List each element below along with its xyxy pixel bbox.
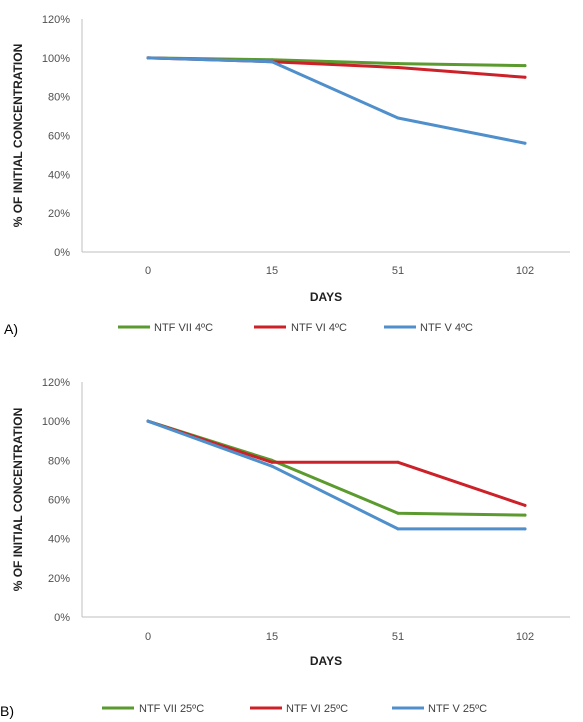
chart-a-x-tick-label: 0 xyxy=(145,265,151,277)
chart-b-legend-label-2: NTF VI 25ºC xyxy=(286,703,348,715)
chart-b-x-axis-title: DAYS xyxy=(310,654,342,668)
chart-a-series-3-point xyxy=(270,60,274,64)
chart-a-series-2-point xyxy=(396,66,400,70)
chart-b-series-3-point xyxy=(523,527,527,531)
chart-a-x-tick-label: 15 xyxy=(266,265,278,277)
chart-b-series-1-point xyxy=(396,511,400,515)
chart-b-series-line-1 xyxy=(146,419,527,517)
chart-a-x-tick-label: 51 xyxy=(392,265,404,277)
chart-a-y-tick-label: 60% xyxy=(48,131,70,143)
chart-b-series-2-point xyxy=(523,503,527,507)
chart-b-panel-label: B) xyxy=(0,703,14,719)
chart-b-series-3-point xyxy=(396,527,400,531)
chart-b-series-3-point xyxy=(270,464,274,468)
chart-b-series-2-point xyxy=(270,460,274,464)
chart-a-series-3-point xyxy=(146,56,150,60)
chart-b-series-2-point xyxy=(396,460,400,464)
chart-b-y-tick-label: 40% xyxy=(48,534,70,546)
chart-b-series-1-point xyxy=(523,513,527,517)
chart-a-legend-label-2: NTF VI 4ºC xyxy=(291,322,347,334)
chart-a-series-2-point xyxy=(523,75,527,79)
chart-a-y-tick-label: 40% xyxy=(48,169,70,181)
chart-a-y-tick-label: 0% xyxy=(54,247,70,259)
chart-a-y-tick-label: 100% xyxy=(42,53,70,65)
chart-b-series-line-3 xyxy=(146,419,527,531)
chart-a-x-axis-title: DAYS xyxy=(310,290,342,304)
chart-b-legend-label-1: NTF VII 25ºC xyxy=(139,703,204,715)
chart-a-series-1-point xyxy=(396,62,400,66)
chart-b-x-tick-label: 15 xyxy=(266,631,278,643)
chart-b-y-tick-label: 20% xyxy=(48,573,70,585)
chart-a-y-tick-label: 80% xyxy=(48,92,70,104)
chart-b-series-line-2 xyxy=(146,419,527,507)
chart-a-legend-label-1: NTF VII 4ºC xyxy=(154,322,213,334)
chart-a-series-line-3 xyxy=(146,56,527,145)
chart-b-series-3-point xyxy=(146,419,150,423)
chart-b-x-tick-label: 51 xyxy=(392,631,404,643)
chart-a-y-tick-label: 120% xyxy=(42,14,70,26)
chart-b-y-axis-title: % OF INITIAL CONCENTRATION xyxy=(11,408,25,592)
chart-b-y-tick-label: 120% xyxy=(42,377,70,389)
chart-a-y-axis-title: % OF INITIAL CONCENTRATION xyxy=(11,44,25,228)
chart-a-legend-label-3: NTF V 4ºC xyxy=(420,322,473,334)
chart-b-y-tick-label: 0% xyxy=(54,612,70,624)
chart-a-series-3-point xyxy=(523,141,527,145)
chart-a-series-3-point xyxy=(396,116,400,120)
chart-b-x-tick-label: 0 xyxy=(145,631,151,643)
chart-b-y-tick-label: 100% xyxy=(42,416,70,428)
chart-b-x-tick-label: 102 xyxy=(516,631,534,643)
chart-b-legend-label-3: NTF V 25ºC xyxy=(428,703,487,715)
chart-b: 0% 20% 40% 60% 80% 100% 120% 0 15 51 102 DAYS % OF I… xyxy=(0,377,570,719)
chart-a-y-tick-label: 20% xyxy=(48,208,70,220)
chart-a: 0% 20% 40% 60% 80% 100% 120% 0 15 51 102 DAYS % OF I… xyxy=(4,14,570,337)
chart-a-panel-label: A) xyxy=(4,321,18,337)
chart-a-x-tick-label: 102 xyxy=(516,265,534,277)
chart-a-series-1-point xyxy=(523,64,527,68)
chart-b-y-tick-label: 60% xyxy=(48,495,70,507)
chart-b-y-tick-label: 80% xyxy=(48,455,70,467)
